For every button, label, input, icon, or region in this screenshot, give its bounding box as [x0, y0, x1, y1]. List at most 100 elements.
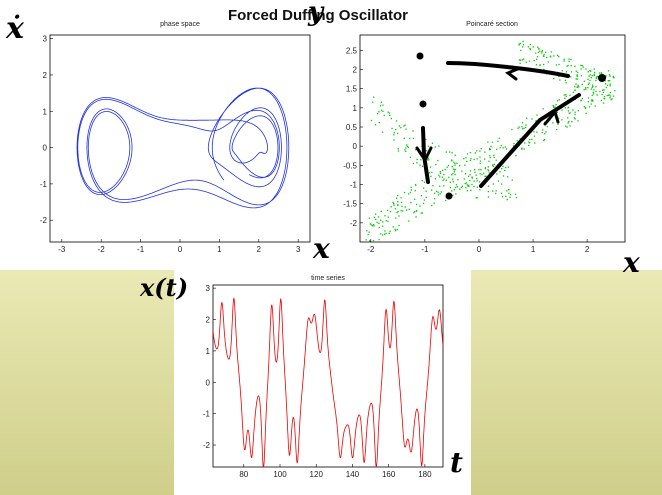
poincare-point [583, 80, 585, 82]
poincare-point [585, 112, 587, 114]
poincare-point [402, 210, 404, 212]
poincare-point [430, 175, 432, 177]
poincare-point [609, 80, 611, 82]
poincare-point [601, 93, 603, 96]
poincare-point [574, 111, 576, 113]
poincare-point [541, 52, 543, 54]
poincare-point [610, 99, 612, 101]
poincare-point [473, 185, 475, 187]
poincare-point [465, 173, 467, 175]
time-series-ytick-label: 1 [206, 347, 211, 356]
poincare-point [428, 172, 431, 174]
poincare-point [387, 220, 389, 222]
poincare-point [374, 213, 377, 215]
poincare-point [536, 58, 538, 60]
poincare-point [566, 126, 568, 128]
poincare-point [557, 123, 559, 125]
poincare-point [397, 204, 399, 206]
poincare-point [537, 46, 539, 48]
poincare-point [396, 197, 398, 199]
poincare-point [372, 101, 374, 103]
poincare-point [427, 157, 429, 159]
poincare-point [397, 211, 399, 213]
poincare-point [452, 181, 454, 183]
poincare-point [593, 89, 595, 91]
poincare-point [385, 232, 387, 235]
poincare-point [370, 119, 373, 122]
poincare-point [416, 158, 418, 161]
poincare-point [504, 146, 506, 148]
poincare-point [468, 185, 470, 188]
poincare-point [577, 71, 579, 74]
poincare-point [498, 137, 500, 139]
poincare-point [392, 226, 394, 228]
poincare-point [584, 107, 587, 110]
poincare-point [505, 148, 508, 150]
poincare-point [567, 64, 569, 67]
poincare-ytick-label: -0.5 [343, 161, 357, 170]
poincare-point [484, 175, 486, 177]
poincare-point [596, 94, 598, 96]
poincare-point [409, 191, 412, 194]
ink-stroke-diagonal [479, 93, 581, 188]
poincare-point [495, 190, 497, 192]
poincare-point [581, 64, 583, 67]
time-series-ytick-label: -2 [203, 441, 211, 450]
poincare-point [589, 70, 591, 72]
poincare-point [475, 174, 477, 176]
poincare-point [519, 62, 521, 65]
poincare-point [577, 84, 579, 86]
poincare-point [487, 196, 490, 198]
poincare-point [484, 158, 486, 160]
time-series-line [212, 297, 444, 468]
poincare-point [474, 169, 476, 171]
poincare-point [473, 158, 475, 161]
poincare-point [513, 145, 515, 147]
poincare-point [461, 185, 463, 187]
poincare-point [581, 98, 584, 100]
poincare-point [446, 166, 448, 168]
poincare-point [591, 75, 593, 77]
poincare-point [609, 83, 611, 85]
poincare-point [543, 139, 545, 142]
poincare-point [465, 187, 467, 189]
poincare-point [474, 171, 476, 173]
poincare-point [507, 189, 510, 191]
poincare-point [575, 70, 577, 72]
phase-space-axes-box [49, 34, 311, 243]
poincare-ytick-label: 1 [353, 104, 358, 113]
poincare-point [423, 199, 425, 201]
poincare-point [576, 74, 578, 76]
poincare-point [405, 150, 407, 153]
poincare-point [437, 159, 439, 162]
poincare-point [368, 231, 370, 233]
poincare-point [439, 185, 441, 187]
ink-dot [598, 74, 606, 82]
poincare-point [434, 178, 437, 180]
poincare-point [439, 193, 441, 195]
poincare-point [576, 75, 578, 78]
poincare-point [590, 99, 593, 101]
poincare-point [397, 201, 399, 203]
poincare-point [507, 166, 509, 168]
poincare-point [394, 228, 396, 230]
poincare-point [571, 121, 573, 123]
poincare-point [522, 40, 524, 42]
poincare-point [373, 96, 375, 98]
poincare-point [521, 147, 523, 149]
poincare-point [479, 162, 481, 165]
poincare-point [593, 74, 595, 77]
poincare-point [558, 75, 560, 78]
time-series-xtick-label: 140 [346, 470, 360, 479]
poincare-point [459, 165, 461, 167]
poincare-point [499, 147, 501, 149]
poincare-point [423, 187, 425, 189]
poincare-ytick-label: 0.5 [346, 123, 358, 132]
poincare-point [484, 167, 487, 169]
poincare-point [609, 92, 612, 94]
poincare-point [419, 164, 421, 166]
poincare-point [478, 169, 480, 171]
poincare-point [508, 192, 510, 194]
poincare-point [469, 159, 472, 162]
poincare-point [421, 165, 424, 167]
